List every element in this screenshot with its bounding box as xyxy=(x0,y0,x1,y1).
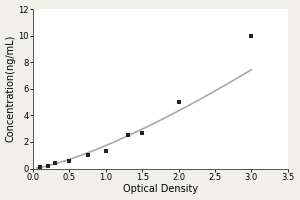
Point xyxy=(52,162,57,165)
Point xyxy=(45,164,50,167)
Point xyxy=(176,100,181,104)
X-axis label: Optical Density: Optical Density xyxy=(123,184,198,194)
Point xyxy=(67,160,72,163)
Point xyxy=(125,134,130,137)
Point xyxy=(249,34,254,37)
Point xyxy=(85,154,90,157)
Point xyxy=(140,131,145,134)
Y-axis label: Concentration(ng/mL): Concentration(ng/mL) xyxy=(6,35,16,142)
Point xyxy=(103,150,108,153)
Point xyxy=(38,166,43,169)
